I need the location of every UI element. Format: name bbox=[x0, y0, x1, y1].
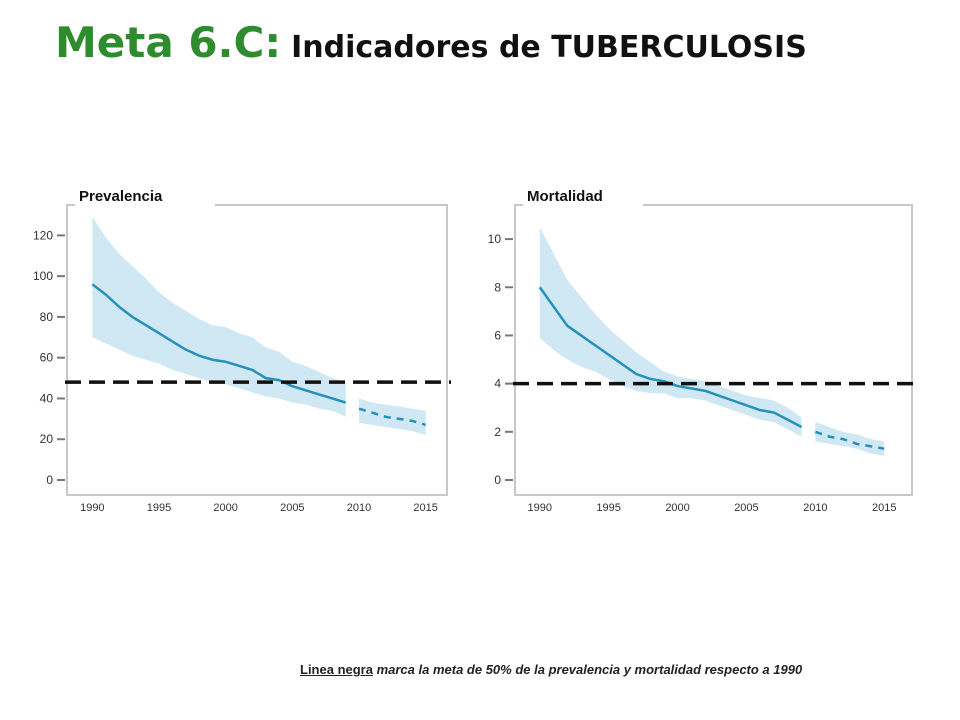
x-tick-label: 2000 bbox=[665, 502, 689, 514]
y-tick-label: 0 bbox=[494, 473, 501, 487]
y-tick-label: 120 bbox=[33, 228, 53, 242]
chart-title-mortalidad: Mortalidad bbox=[527, 188, 603, 205]
footnote-text: marca la meta de 50% de la prevalencia y… bbox=[372, 662, 803, 677]
x-tick-label: 2015 bbox=[872, 502, 896, 514]
y-tick-label: 80 bbox=[40, 310, 54, 324]
plot-frame bbox=[514, 204, 913, 496]
x-tick-label: 2010 bbox=[803, 502, 827, 514]
y-tick-label: 0 bbox=[46, 473, 53, 487]
x-tick-label: 1995 bbox=[147, 502, 171, 514]
chart-title-prevalencia: Prevalencia bbox=[79, 188, 163, 205]
projection-line bbox=[358, 407, 427, 427]
x-tick-label: 1995 bbox=[596, 502, 620, 514]
y-tick-label: 8 bbox=[494, 280, 501, 294]
prevalence-chart: 0 20 40 60 80 100 120 1990 1995 2000 2005 2010 2015 P… bbox=[33, 183, 451, 514]
footnote-lead: Linea negra bbox=[300, 662, 373, 677]
title-sub: Indicadores de TUBERCULOSIS bbox=[291, 30, 807, 65]
page-title: Meta 6.C: Indicadores de TUBERCULOSIS bbox=[55, 18, 807, 67]
uncertainty-band bbox=[815, 422, 885, 456]
uncertainty-band bbox=[359, 398, 426, 436]
y-tick-label: 2 bbox=[494, 425, 501, 439]
mortality-chart: 0 2 4 6 8 10 1990 1995 2000 2005 2010 2015 Mortalida… bbox=[488, 183, 916, 514]
x-tick-label: 2010 bbox=[347, 502, 371, 514]
x-tick-label: 1990 bbox=[528, 502, 552, 514]
x-tick-label: 2005 bbox=[280, 502, 304, 514]
y-tick-label: 6 bbox=[494, 328, 501, 342]
title-box bbox=[523, 183, 643, 211]
x-tick-label: 2000 bbox=[213, 502, 237, 514]
x-tick-label: 2005 bbox=[734, 502, 758, 514]
y-tick-label: 40 bbox=[40, 391, 54, 405]
estimate-line bbox=[91, 283, 347, 404]
y-tick-label: 60 bbox=[40, 351, 54, 365]
x-tick-label: 1990 bbox=[80, 502, 104, 514]
x-tick-label: 2015 bbox=[413, 502, 437, 514]
y-tick-label: 20 bbox=[40, 432, 54, 446]
y-tick-label: 100 bbox=[33, 269, 53, 283]
title-main: Meta 6.C: bbox=[55, 18, 282, 67]
uncertainty-band bbox=[539, 227, 802, 437]
uncertainty-band bbox=[92, 217, 346, 417]
y-tick-label: 10 bbox=[488, 232, 502, 246]
title-box bbox=[75, 183, 215, 211]
y-tick-label: 4 bbox=[494, 377, 501, 391]
footnote: Linea negra marca la meta de 50% de la p… bbox=[300, 662, 802, 677]
plot-frame bbox=[66, 204, 448, 496]
